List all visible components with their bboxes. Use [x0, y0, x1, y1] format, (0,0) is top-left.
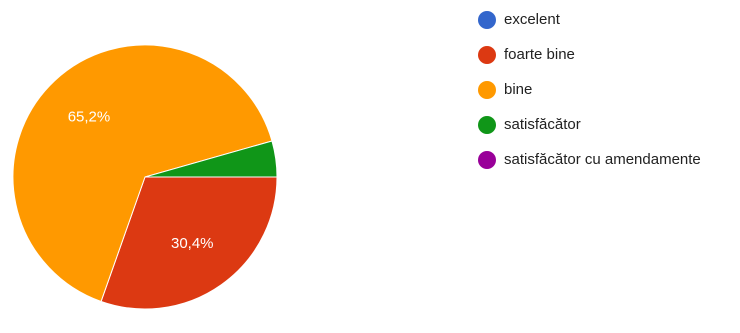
legend-swatch-excelent [478, 10, 496, 29]
pie-slice-satisfacator[interactable] [144, 140, 278, 178]
legend-label-satisfacator: satisfăcător [504, 116, 581, 133]
legend-item-satisfacator[interactable]: satisfăcător [478, 113, 701, 136]
legend: excelent foarte bine bine satisfăcător s… [478, 8, 701, 183]
pie-slice-bine[interactable] [12, 44, 273, 303]
legend-swatch-satisfacator-cu-amendamente [478, 150, 496, 169]
pie-slice-label-bine: 65,2% [68, 108, 111, 125]
legend-swatch-foarte-bine [478, 45, 496, 64]
legend-label-bine: bine [504, 81, 533, 98]
legend-item-bine[interactable]: bine [478, 78, 701, 101]
legend-item-excelent[interactable]: excelent [478, 8, 701, 31]
legend-label-excelent: excelent [504, 11, 560, 28]
pie-slices [12, 44, 278, 310]
pie-slice-labels: 30,4% 65,2% [68, 108, 214, 251]
legend-label-foarte-bine: foarte bine [504, 46, 575, 63]
pie-slice-label-foarte-bine: 30,4% [171, 235, 214, 252]
pie-slice-foarte-bine[interactable] [100, 176, 278, 310]
legend-item-satisfacator-cu-amendamente[interactable]: satisfăcător cu amendamente [478, 148, 701, 171]
legend-swatch-satisfacator [478, 115, 496, 134]
legend-item-foarte-bine[interactable]: foarte bine [478, 43, 701, 66]
legend-swatch-bine [478, 80, 496, 99]
legend-label-satisfacator-cu-amendamente: satisfăcător cu amendamente [504, 151, 701, 168]
